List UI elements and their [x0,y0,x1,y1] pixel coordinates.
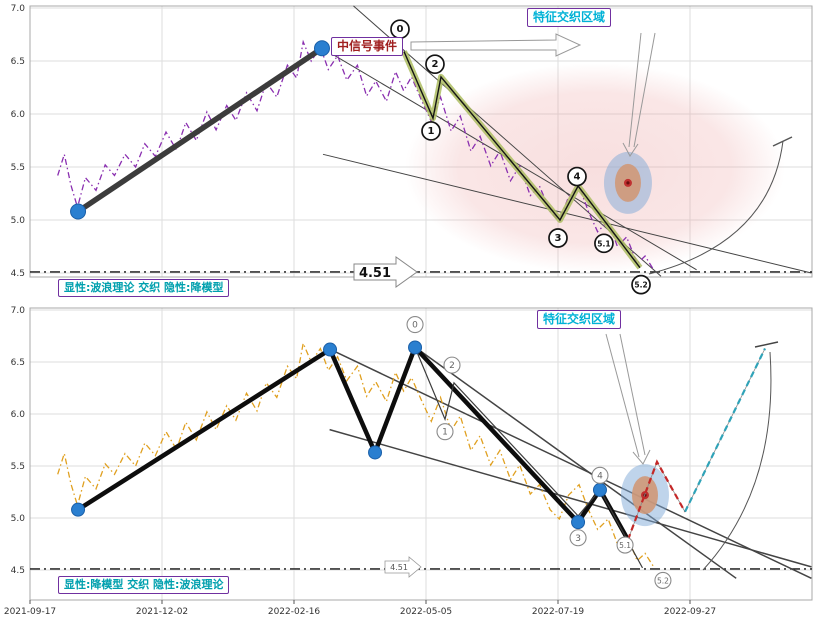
trendline [334,350,812,579]
wave-marker-label: 3 [555,233,562,244]
price-line-bottom [57,341,654,567]
x-tick-label: 2021-09-17 [4,607,56,617]
projection-red [626,459,686,541]
wave-marker-3 [548,228,568,248]
feature-region-label-top: 特征交织区域 [527,8,612,27]
panel-border [29,5,813,278]
pivot-dot [368,445,383,460]
target-core-dot [626,181,630,185]
legend-top: 显性:波浪理论 交织 隐性:降模型 [58,279,230,297]
feature-region-label-bottom: 特征交织区域 [537,310,622,329]
hline-value-top: 4.51 [359,266,391,281]
wave-marker-label: 1 [442,428,448,438]
y-tick-label: 5.5 [11,163,25,173]
model-zigzag-line [75,345,631,543]
wave-marker-label: 0 [397,24,404,35]
projection-layer [626,348,766,541]
y-tick-label: 7.0 [11,306,26,316]
y-tick-label: 7.0 [11,4,26,14]
wave-0-5-line [403,51,641,269]
wave-marker-label: 0 [412,321,418,331]
pivot-dot [592,482,607,497]
wave-marker-label: 5.1 [619,541,631,550]
wave-marker-5.1 [616,536,634,554]
projection-teal [684,348,766,513]
pivot-dot [70,203,87,220]
leader-line-bottom [619,333,646,456]
y-tick-label: 4.5 [11,269,25,279]
y-tick-label: 4.5 [11,566,25,576]
wave-marker-label: 5.1 [597,239,610,248]
y-tick-label: 6.0 [11,410,26,420]
impulse-up-line [75,45,325,215]
wave-marker-1 [436,423,454,441]
marker-layer: 0 2 1 3 4 5.1 5.2 0 2 1 3 4 5.1 5.2 [390,19,672,589]
y-tick-label: 5.0 [11,514,26,524]
y-tick-label: 6.0 [11,110,26,120]
arc-annotation-bottom [702,351,772,571]
arc-tick-top [772,136,793,147]
y-tick-label: 6.5 [11,358,25,368]
pivot-dot [323,342,338,357]
wave-marker-label: 5.2 [634,281,647,290]
wave-marker-1 [421,121,441,141]
wave-marker-0 [406,316,424,334]
trendline [329,428,812,568]
interweave-halo [404,63,786,273]
proj-cap-tick [754,341,779,348]
wave-marker-label: 2 [431,59,438,70]
wave-marker-5.2 [654,571,672,589]
arc-annotation-top [648,140,784,275]
pivot-dot [408,340,423,355]
wave-marker-label: 4 [574,172,581,183]
leader-arrowhead-top [622,142,639,157]
signal-arrow [410,33,582,57]
leader-line-top [628,32,642,148]
x-tick-label: 2022-02-16 [268,607,321,617]
x-tick-label: 2022-05-05 [400,607,452,617]
pivot-dot [313,40,330,57]
y-tick-label: 5.5 [11,462,25,472]
region-layer [404,63,786,273]
wave-marker-4 [567,166,587,187]
trendline [414,346,737,579]
x-tick-label: 2022-09-27 [664,607,716,617]
pivot-dot [571,515,586,530]
series-layer [30,5,812,579]
x-tick-label: 2022-07-19 [532,607,585,617]
wave-marker-5.1 [594,233,614,254]
y-tick-label: 6.5 [11,57,25,67]
wave-marker-label: 3 [575,534,581,544]
y-tick-label: 5.0 [11,216,26,226]
static-annotations: 4.51 4.51 [353,32,793,578]
signal-event-label: 中信号事件 [331,37,404,56]
x-tick-label: 2021-12-02 [136,607,188,617]
wave-marker-label: 4 [597,471,603,481]
wave-marker-5.2 [631,274,651,295]
leader-line-bottom [605,333,640,458]
panel-border [29,307,813,601]
leader-arrowhead-bottom [632,449,651,465]
legend-bottom: 显性:降模型 交织 隐性:波浪理论 [58,576,230,594]
hline-flag-top [353,256,418,288]
wave-marker-2 [443,356,461,374]
wave-marker-label: 1 [428,126,435,137]
wave-marker-label: 5.2 [657,576,669,585]
wave-marker-2 [425,54,445,75]
hline-flag-bottom [384,556,422,578]
hidden-wave-line [414,347,644,569]
leader-line-top [633,32,656,148]
pivot-dot [71,502,86,517]
wave-marker-label: 2 [449,361,455,371]
hline-value-bottom: 4.51 [390,563,408,572]
trendline [322,153,812,274]
wave-marker-4 [591,466,609,484]
pivot-layer [70,40,607,530]
wave-marker-3 [569,529,587,547]
